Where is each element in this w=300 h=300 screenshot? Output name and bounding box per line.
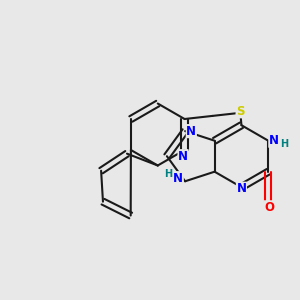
Text: N: N	[173, 172, 183, 185]
Text: H: H	[280, 139, 288, 149]
Text: H: H	[164, 169, 172, 178]
Text: N: N	[236, 182, 246, 195]
Text: S: S	[236, 105, 244, 118]
Text: N: N	[178, 150, 188, 163]
Text: O: O	[264, 201, 274, 214]
Text: N: N	[186, 124, 196, 138]
Text: N: N	[269, 134, 279, 147]
